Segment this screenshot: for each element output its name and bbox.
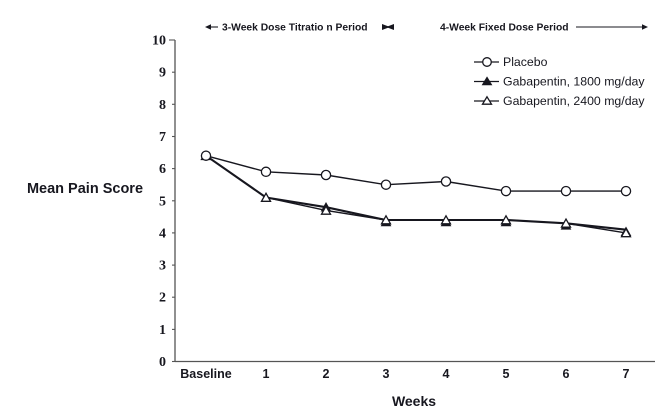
svg-text:0: 0: [159, 355, 166, 370]
svg-text:1: 1: [263, 367, 270, 381]
svg-text:4: 4: [443, 367, 450, 381]
svg-text:6: 6: [159, 162, 166, 177]
svg-text:2: 2: [323, 367, 330, 381]
svg-text:10: 10: [152, 34, 166, 49]
svg-text:6: 6: [563, 367, 570, 381]
svg-text:2: 2: [159, 291, 166, 306]
svg-text:3: 3: [383, 367, 390, 381]
svg-text:Mean Pain Score: Mean Pain Score: [27, 181, 143, 197]
svg-text:7: 7: [623, 367, 630, 381]
svg-text:5: 5: [503, 367, 510, 381]
svg-text:Gabapentin, 1800 mg/day: Gabapentin, 1800 mg/day: [503, 75, 645, 89]
svg-text:Weeks: Weeks: [392, 393, 436, 409]
svg-text:8: 8: [159, 98, 166, 113]
svg-text:4: 4: [159, 226, 166, 241]
svg-text:Gabapentin, 2400 mg/day: Gabapentin, 2400 mg/day: [503, 94, 645, 108]
svg-text:3: 3: [159, 259, 166, 274]
svg-text:Placebo: Placebo: [503, 55, 548, 69]
svg-text:Baseline: Baseline: [180, 367, 231, 381]
svg-text:1: 1: [159, 323, 166, 338]
svg-text:4-Week Fixed Dose Period: 4-Week Fixed Dose Period: [440, 22, 569, 33]
svg-text:5: 5: [159, 194, 166, 209]
svg-text:7: 7: [159, 130, 166, 145]
svg-text:9: 9: [159, 66, 166, 81]
svg-text:3-Week Dose Titratio n Period: 3-Week Dose Titratio n Period: [222, 22, 368, 33]
